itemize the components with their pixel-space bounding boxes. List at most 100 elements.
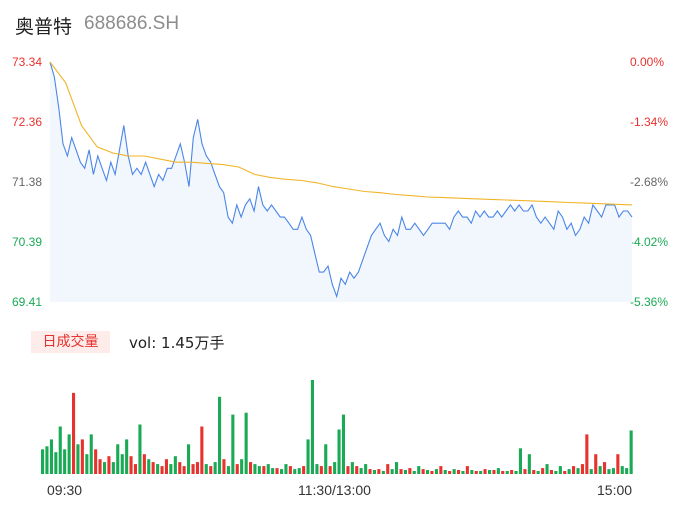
volume-bar (589, 469, 593, 474)
volume-bar (328, 466, 332, 474)
price-tick-0: 73.34 (12, 55, 43, 69)
volume-bar (315, 464, 319, 474)
volume-bar (337, 429, 341, 474)
volume-bar (377, 469, 381, 474)
volume-bar (94, 449, 98, 474)
volume-bar (576, 468, 580, 474)
volume-bar (421, 469, 425, 474)
volume-bar (151, 462, 155, 474)
volume-bar (430, 471, 434, 474)
volume-bar (594, 454, 598, 474)
volume-bar (187, 444, 191, 474)
volume-bar (545, 464, 549, 474)
volume-bar (293, 469, 297, 474)
volume-bar (275, 468, 279, 474)
volume-bar (76, 444, 80, 474)
volume-bar (355, 466, 359, 474)
pct-tick-4: -5.36% (630, 295, 669, 309)
volume-bar (138, 424, 142, 474)
time-tick-close: 15:00 (597, 482, 633, 498)
volume-bar (324, 444, 328, 474)
volume-bar (603, 462, 607, 474)
volume-bar (284, 464, 288, 474)
volume-bar (306, 439, 310, 474)
volume-bar (244, 412, 248, 474)
volume-bar (527, 454, 531, 474)
volume-bar (465, 466, 469, 474)
pct-tick-0: 0.00% (630, 55, 665, 69)
volume-bar (580, 464, 584, 474)
volume-bar (249, 462, 253, 474)
volume-bar (107, 456, 111, 474)
volume-bar (85, 454, 89, 474)
volume-bar (200, 426, 204, 474)
volume-bar (567, 469, 571, 474)
volume-bar (386, 464, 390, 474)
volume-bar (403, 470, 407, 474)
volume-bar (461, 471, 465, 474)
volume-bar (350, 462, 354, 474)
volume-bar (346, 466, 350, 474)
volume-bar (209, 466, 213, 474)
volume-bar (395, 462, 399, 474)
volume-bar (120, 454, 124, 474)
volume-bar (58, 426, 62, 474)
volume-bar (510, 470, 514, 474)
volume-bar (364, 464, 368, 474)
volume-bar (616, 454, 620, 474)
volume-bar (572, 466, 576, 474)
volume-bar (492, 470, 496, 474)
volume-bar (496, 468, 500, 474)
volume-bar (266, 464, 270, 474)
volume-bar (142, 454, 146, 474)
volume-bar (505, 471, 509, 474)
volume-bar (297, 468, 301, 474)
volume-badge: 日成交量 (31, 331, 110, 353)
volume-bar (147, 459, 151, 474)
volume-value: vol: 1.45万手 (129, 334, 225, 352)
volume-bar (72, 392, 76, 474)
volume-bar (302, 466, 306, 474)
volume-bar (341, 414, 345, 474)
volume-bar (231, 414, 235, 474)
volume-bar (563, 471, 567, 474)
volume-bar (125, 439, 129, 474)
volume-bar (625, 468, 629, 474)
volume-bar (479, 471, 483, 474)
volume-bar (182, 466, 186, 474)
volume-bar (412, 471, 416, 474)
volume-bar (399, 469, 403, 474)
volume-bar (554, 471, 558, 474)
time-tick-noon: 11:30/13:00 (298, 482, 371, 498)
volume-bar (63, 449, 67, 474)
volume-bar (253, 464, 257, 474)
price-line (49, 61, 633, 299)
volume-bar (156, 464, 160, 474)
price-tick-3: 70.39 (12, 235, 43, 249)
volume-bar (89, 434, 93, 474)
volume-bar (45, 446, 49, 474)
volume-bar (541, 468, 545, 474)
time-tick-open: 09:30 (47, 482, 83, 498)
volume-bar (368, 469, 372, 474)
volume-bar (235, 464, 239, 474)
volume-bar (111, 462, 115, 474)
volume-layer (41, 380, 633, 474)
volume-bar (514, 471, 518, 474)
volume-bar (434, 469, 438, 474)
volume-bar (470, 470, 474, 474)
volume-bar (488, 470, 492, 474)
volume-bar (178, 462, 182, 474)
volume-bar (280, 469, 284, 474)
volume-bar (240, 459, 244, 474)
volume-bar (532, 470, 536, 474)
volume-bar (164, 459, 168, 474)
volume-bar (103, 462, 107, 474)
volume-bar (191, 464, 195, 474)
volume-bar (585, 434, 589, 474)
volume-bar (439, 466, 443, 474)
pct-tick-3: -4.02% (630, 235, 669, 249)
volume-bar (417, 466, 421, 474)
volume-bar (310, 380, 314, 474)
